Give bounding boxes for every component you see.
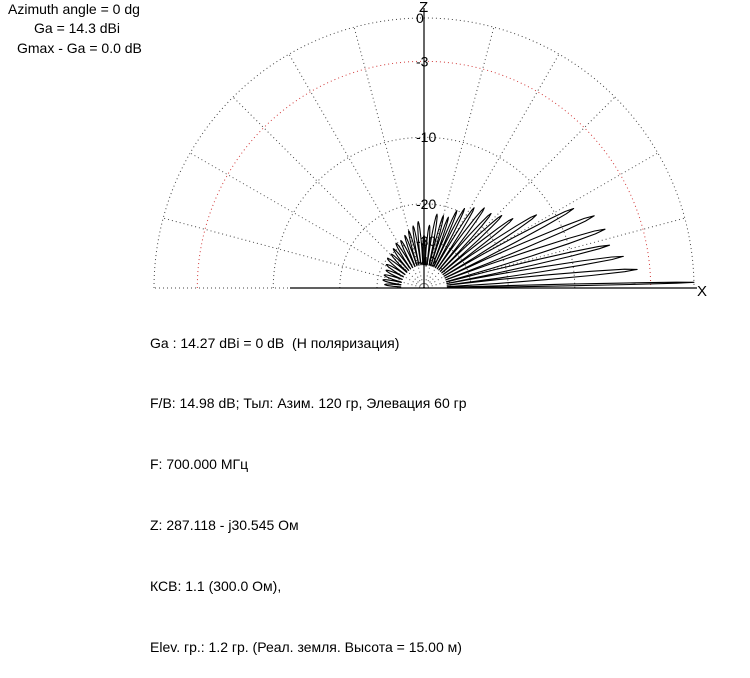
- info-swr-line: КСВ: 1.1 (300.0 Ом),: [150, 578, 282, 595]
- x-axis-label: X: [697, 283, 707, 300]
- ring-tick-label: 0: [416, 10, 424, 26]
- z-axis-label: Z: [419, 0, 428, 16]
- ring-tick-label: -40: [416, 254, 436, 270]
- grid-spoke: [353, 27, 425, 289]
- azimuth-angle-label: Azimuth angle = 0 dg: [8, 1, 140, 17]
- info-impedance-line: Z: 287.118 - j30.545 Ом: [150, 517, 299, 534]
- elevation-pattern-plot: 0 -3 -10 -20 -30 -40 X Z: [153, 0, 707, 300]
- gmax-diff-label: Gmax - Ga = 0.0 dB: [17, 40, 142, 56]
- info-frequency-line: F: 700.000 МГц: [150, 456, 249, 473]
- grid-spoke: [423, 27, 495, 289]
- grid-spoke: [163, 217, 425, 289]
- radiation-pattern: [382, 207, 695, 289]
- info-fb-line: F/B: 14.98 dB; Тыл: Азим. 120 гр, Элевац…: [150, 395, 467, 412]
- ring-tick-label: -3: [416, 53, 429, 69]
- ring-tick-label: -30: [416, 233, 436, 249]
- info-elevation-line: Elev. гр.: 1.2 гр. (Реал. земля. Высота …: [150, 639, 462, 656]
- antenna-info-panel: Ga : 14.27 dBi = 0 dB (H поляризация) F/…: [150, 292, 467, 678]
- ring-tick-label: -20: [416, 196, 436, 212]
- ring-tick-labels: 0 -3 -10 -20 -30 -40: [416, 10, 436, 270]
- ring-tick-label: -10: [416, 129, 436, 145]
- pattern-curve: [382, 207, 695, 289]
- gain-label: Ga = 14.3 dBi: [34, 20, 121, 36]
- grid-ring: [153, 17, 695, 289]
- info-gain-line: Ga : 14.27 dBi = 0 dB (H поляризация): [150, 334, 400, 351]
- grid-spoke: [189, 152, 425, 289]
- grid-ring: [376, 240, 472, 289]
